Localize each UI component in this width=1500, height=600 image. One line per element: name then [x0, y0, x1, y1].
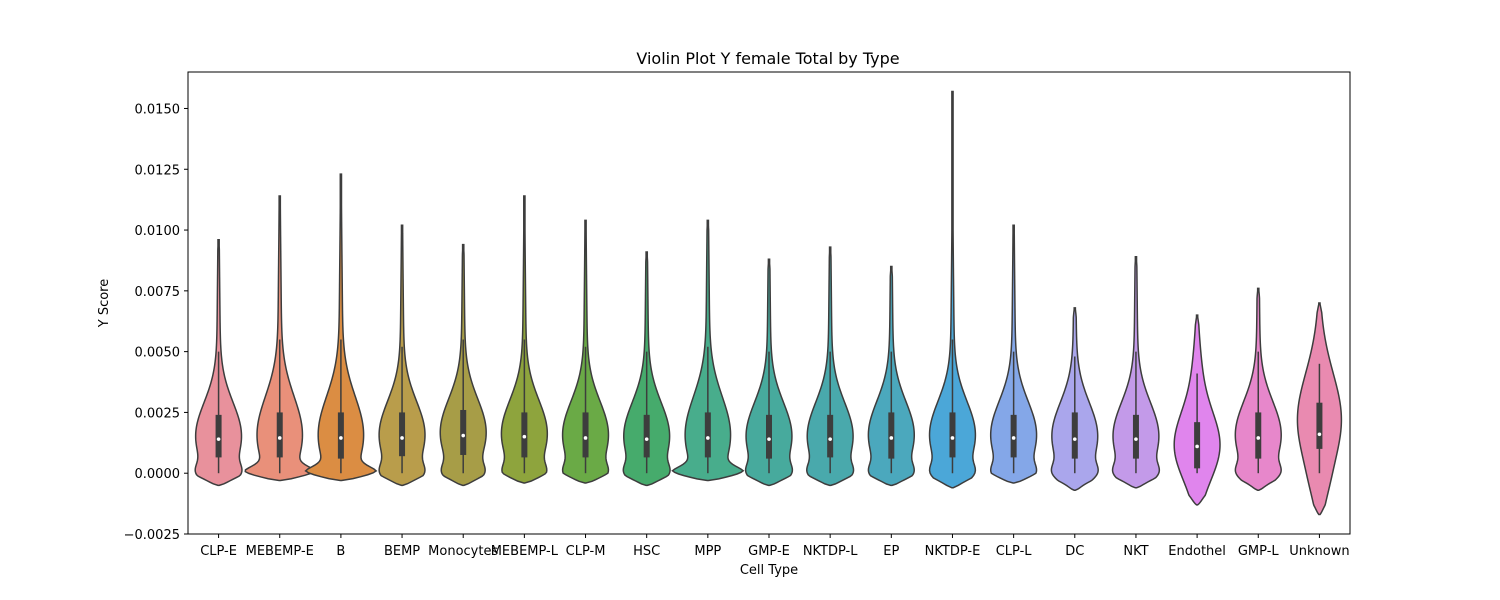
violin-median — [1134, 437, 1138, 441]
violin-dc — [1050, 307, 1099, 491]
violin-iqr-box — [399, 412, 406, 457]
violin-median — [767, 437, 771, 441]
x-tick-label: NKTDP-L — [803, 544, 858, 559]
x-tick-label: Monocytes — [428, 544, 498, 559]
violin-iqr-box — [215, 414, 222, 458]
y-tick-label: 0.0150 — [135, 102, 181, 117]
violin-median — [216, 437, 221, 441]
violin-nkt — [1111, 256, 1161, 489]
violin-median — [1317, 432, 1322, 437]
x-tick-label: CLP-L — [996, 544, 1033, 559]
x-tick-label: Endothel — [1168, 544, 1226, 559]
violin-clp-l — [989, 224, 1038, 484]
violin-clp-e — [194, 239, 243, 487]
violin-bemp — [378, 224, 426, 487]
violin-gmp-l — [1234, 287, 1282, 491]
violin-median — [461, 433, 466, 438]
x-tick-label: EP — [883, 544, 899, 559]
violin-ep — [867, 265, 916, 487]
violin-iqr-box — [521, 412, 528, 458]
x-tick-label: GMP-L — [1238, 544, 1280, 559]
violin-median — [706, 436, 710, 440]
violin-median — [583, 436, 588, 440]
violin-iqr-box — [827, 414, 834, 458]
violin-median — [1256, 436, 1261, 440]
violin-clp-m — [561, 219, 610, 484]
violin-b — [304, 173, 378, 482]
violin-iqr-box — [337, 412, 344, 459]
violin-iqr-box — [704, 412, 711, 458]
x-tick-label: HSC — [633, 544, 660, 559]
violin-median — [950, 436, 955, 440]
violin-median — [277, 436, 282, 440]
violin-monocytes — [439, 243, 487, 487]
x-tick-label: NKT — [1123, 544, 1148, 559]
violin-nktdp-l — [806, 246, 855, 487]
violin-mpp — [671, 219, 745, 482]
x-tick-label: CLP-M — [566, 544, 606, 559]
y-tick-label: 0.0100 — [135, 224, 181, 239]
violin-iqr-box — [888, 412, 895, 459]
y-axis: −0.0025 0.0000 0.0025 0.0050 0.0075 0.0100 0.0… — [124, 102, 188, 543]
x-tick-label: MEBEMP-L — [491, 544, 559, 559]
violin-mebemp-l — [500, 195, 549, 484]
x-tick-label: MPP — [694, 544, 721, 559]
violin-iqr-box — [460, 409, 467, 455]
violin-median — [1011, 436, 1016, 440]
violin-iqr-box — [1255, 412, 1262, 459]
violin-body — [244, 195, 316, 482]
x-tick-label: B — [336, 544, 345, 559]
violin-iqr-box — [1071, 412, 1078, 459]
y-tick-label: 0.0025 — [135, 406, 181, 421]
y-tick-label: −0.0025 — [124, 528, 180, 543]
violin-endothel — [1173, 314, 1221, 506]
violin-body — [928, 90, 977, 489]
violins-group — [194, 90, 1343, 516]
x-tick-label: Unknown — [1289, 544, 1349, 559]
y-tick-label: 0.0125 — [135, 163, 181, 178]
violin-mebemp-e — [244, 195, 316, 482]
x-tick-label: CLP-E — [200, 544, 237, 559]
violin-median — [644, 437, 649, 441]
violin-iqr-box — [949, 412, 956, 458]
violin-iqr-box — [276, 412, 283, 458]
x-tick-label: BEMP — [384, 544, 420, 559]
violin-median — [339, 436, 343, 440]
violin-iqr-box — [1132, 414, 1139, 459]
x-axis-label: Cell Type — [740, 563, 798, 578]
violin-unknown — [1296, 302, 1343, 516]
y-tick-label: 0.0075 — [135, 285, 181, 300]
y-axis-label: Y Score — [97, 279, 112, 328]
violin-iqr-box — [643, 414, 650, 458]
violin-iqr-box — [582, 412, 589, 458]
violin-median — [522, 434, 527, 439]
x-tick-label: DC — [1065, 544, 1084, 559]
x-tick-label: GMP-E — [748, 544, 790, 559]
chart-title: Violin Plot Y female Total by Type — [636, 49, 899, 68]
y-tick-label: 0.0000 — [135, 467, 181, 482]
violin-iqr-box — [1316, 402, 1323, 449]
violin-hsc — [622, 251, 671, 487]
violin-median — [889, 436, 894, 440]
violin-median — [400, 436, 404, 440]
violin-iqr-box — [1010, 414, 1017, 458]
violin-median — [1195, 444, 1199, 449]
violin-nktdp-e — [928, 90, 977, 489]
violin-iqr-box — [766, 414, 772, 459]
x-tick-label: MEBEMP-E — [246, 544, 314, 559]
violin-median — [1072, 437, 1077, 441]
x-tick-label: NKTDP-E — [925, 544, 981, 559]
violin-median — [828, 437, 832, 441]
violin-body — [304, 173, 378, 482]
y-tick-label: 0.0050 — [135, 346, 181, 361]
violin-gmp-e — [744, 258, 794, 487]
